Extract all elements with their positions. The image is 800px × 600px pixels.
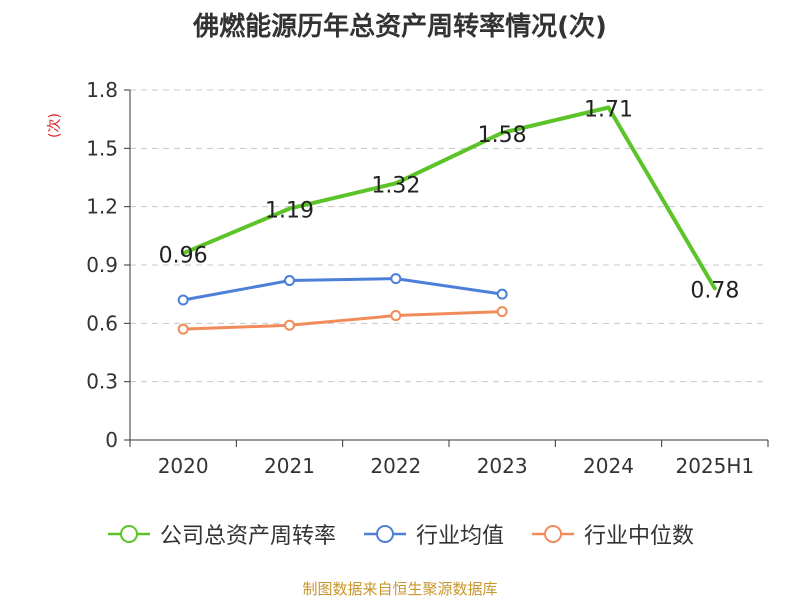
data-point-2 — [390, 310, 402, 322]
data-point-1 — [496, 288, 508, 300]
data-label: 1.71 — [584, 98, 633, 123]
data-label: 1.32 — [371, 173, 420, 198]
x-tick-label: 2023 — [477, 454, 528, 478]
legend-item-company[interactable]: 公司总资产周转率 — [106, 518, 336, 550]
x-tick-label: 2022 — [370, 454, 421, 478]
data-point-2 — [284, 319, 295, 331]
y-tick-label: 1.5 — [86, 136, 118, 160]
x-tick-label: 2025H1 — [675, 454, 754, 478]
legend: 公司总资产周转率 行业均值 行业中位数 — [0, 518, 800, 550]
legend-swatch-industry-median — [532, 525, 574, 543]
data-point-2 — [496, 306, 508, 318]
y-tick-label: 1.8 — [86, 78, 118, 102]
data-point-1 — [177, 294, 189, 306]
legend-swatch-company — [107, 525, 150, 543]
data-point-1 — [390, 273, 402, 285]
x-tick-label: 2020 — [158, 454, 209, 478]
legend-item-industry-median[interactable]: 行业中位数 — [530, 518, 694, 550]
x-tick-label: 2024 — [583, 454, 634, 478]
data-point-2 — [177, 323, 189, 335]
y-tick-label: 0.6 — [86, 311, 118, 335]
data-label: 1.58 — [478, 123, 527, 148]
x-tick-label: 2021 — [264, 454, 315, 478]
chart-title: 佛燃能源历年总资产周转率情况(次) — [193, 12, 607, 42]
legend-item-industry-mean[interactable]: 行业均值 — [362, 518, 504, 550]
y-tick-label: 0 — [105, 428, 118, 452]
legend-label-industry-mean: 行业均值 — [415, 524, 504, 549]
data-label: 1.19 — [265, 199, 314, 224]
series-line-2 — [181, 310, 504, 331]
data-point-1 — [284, 275, 295, 287]
series-line-1 — [181, 277, 504, 302]
y-tick-label: 0.3 — [86, 370, 118, 394]
data-label: 0.96 — [159, 243, 208, 268]
legend-swatch-industry-mean — [363, 525, 406, 543]
legend-label-company: 公司总资产周转率 — [159, 524, 336, 549]
y-tick-label: 0.9 — [86, 253, 118, 277]
series-line-0 — [181, 105, 717, 291]
y-tick-label: 1.2 — [86, 195, 118, 219]
data-label: 0.78 — [690, 278, 739, 303]
source-note: 制图数据来自恒生聚源数据库 — [302, 580, 498, 598]
legend-label-industry-median: 行业中位数 — [584, 524, 695, 549]
